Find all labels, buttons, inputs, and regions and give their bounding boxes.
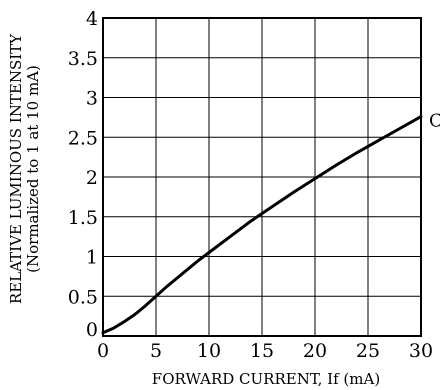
y-tick-label: 2 <box>86 167 98 189</box>
y-tick-label: 3 <box>86 88 98 110</box>
x-tick-label: 10 <box>197 340 221 362</box>
y-tick-label: 0 <box>86 319 98 341</box>
x-tick-label: 20 <box>303 340 327 362</box>
x-tick-label: 30 <box>409 340 433 362</box>
x-tick-labels: 0 5 10 15 20 25 30 <box>97 340 433 362</box>
y-tick-labels: 0 0.5 1 1.5 2 2.5 3 3.5 4 <box>68 8 98 341</box>
y-tick-label: 0.5 <box>68 286 98 308</box>
y-tick-label: 3.5 <box>68 48 98 70</box>
series-line-c <box>101 115 423 335</box>
grid <box>103 18 421 336</box>
y-tick-label: 1.5 <box>68 207 98 229</box>
x-tick-label: 15 <box>250 340 274 362</box>
x-axis-title: FORWARD CURRENT, If (mA) <box>152 370 380 388</box>
y-axis-subtitle: (Normalized to 1 at 10 mA) <box>24 65 42 273</box>
series-label-c: C <box>429 111 440 132</box>
x-tick-label: 25 <box>356 340 380 362</box>
y-tick-label: 1 <box>86 247 98 269</box>
y-axis-title: RELATIVE LUMINOUS INTENSITY <box>7 33 25 304</box>
y-tick-label: 2.5 <box>68 127 98 149</box>
y-tick-label: 4 <box>86 8 98 30</box>
plot-frame <box>102 17 422 337</box>
x-tick-label: 0 <box>97 340 109 362</box>
x-tick-label: 5 <box>150 340 162 362</box>
